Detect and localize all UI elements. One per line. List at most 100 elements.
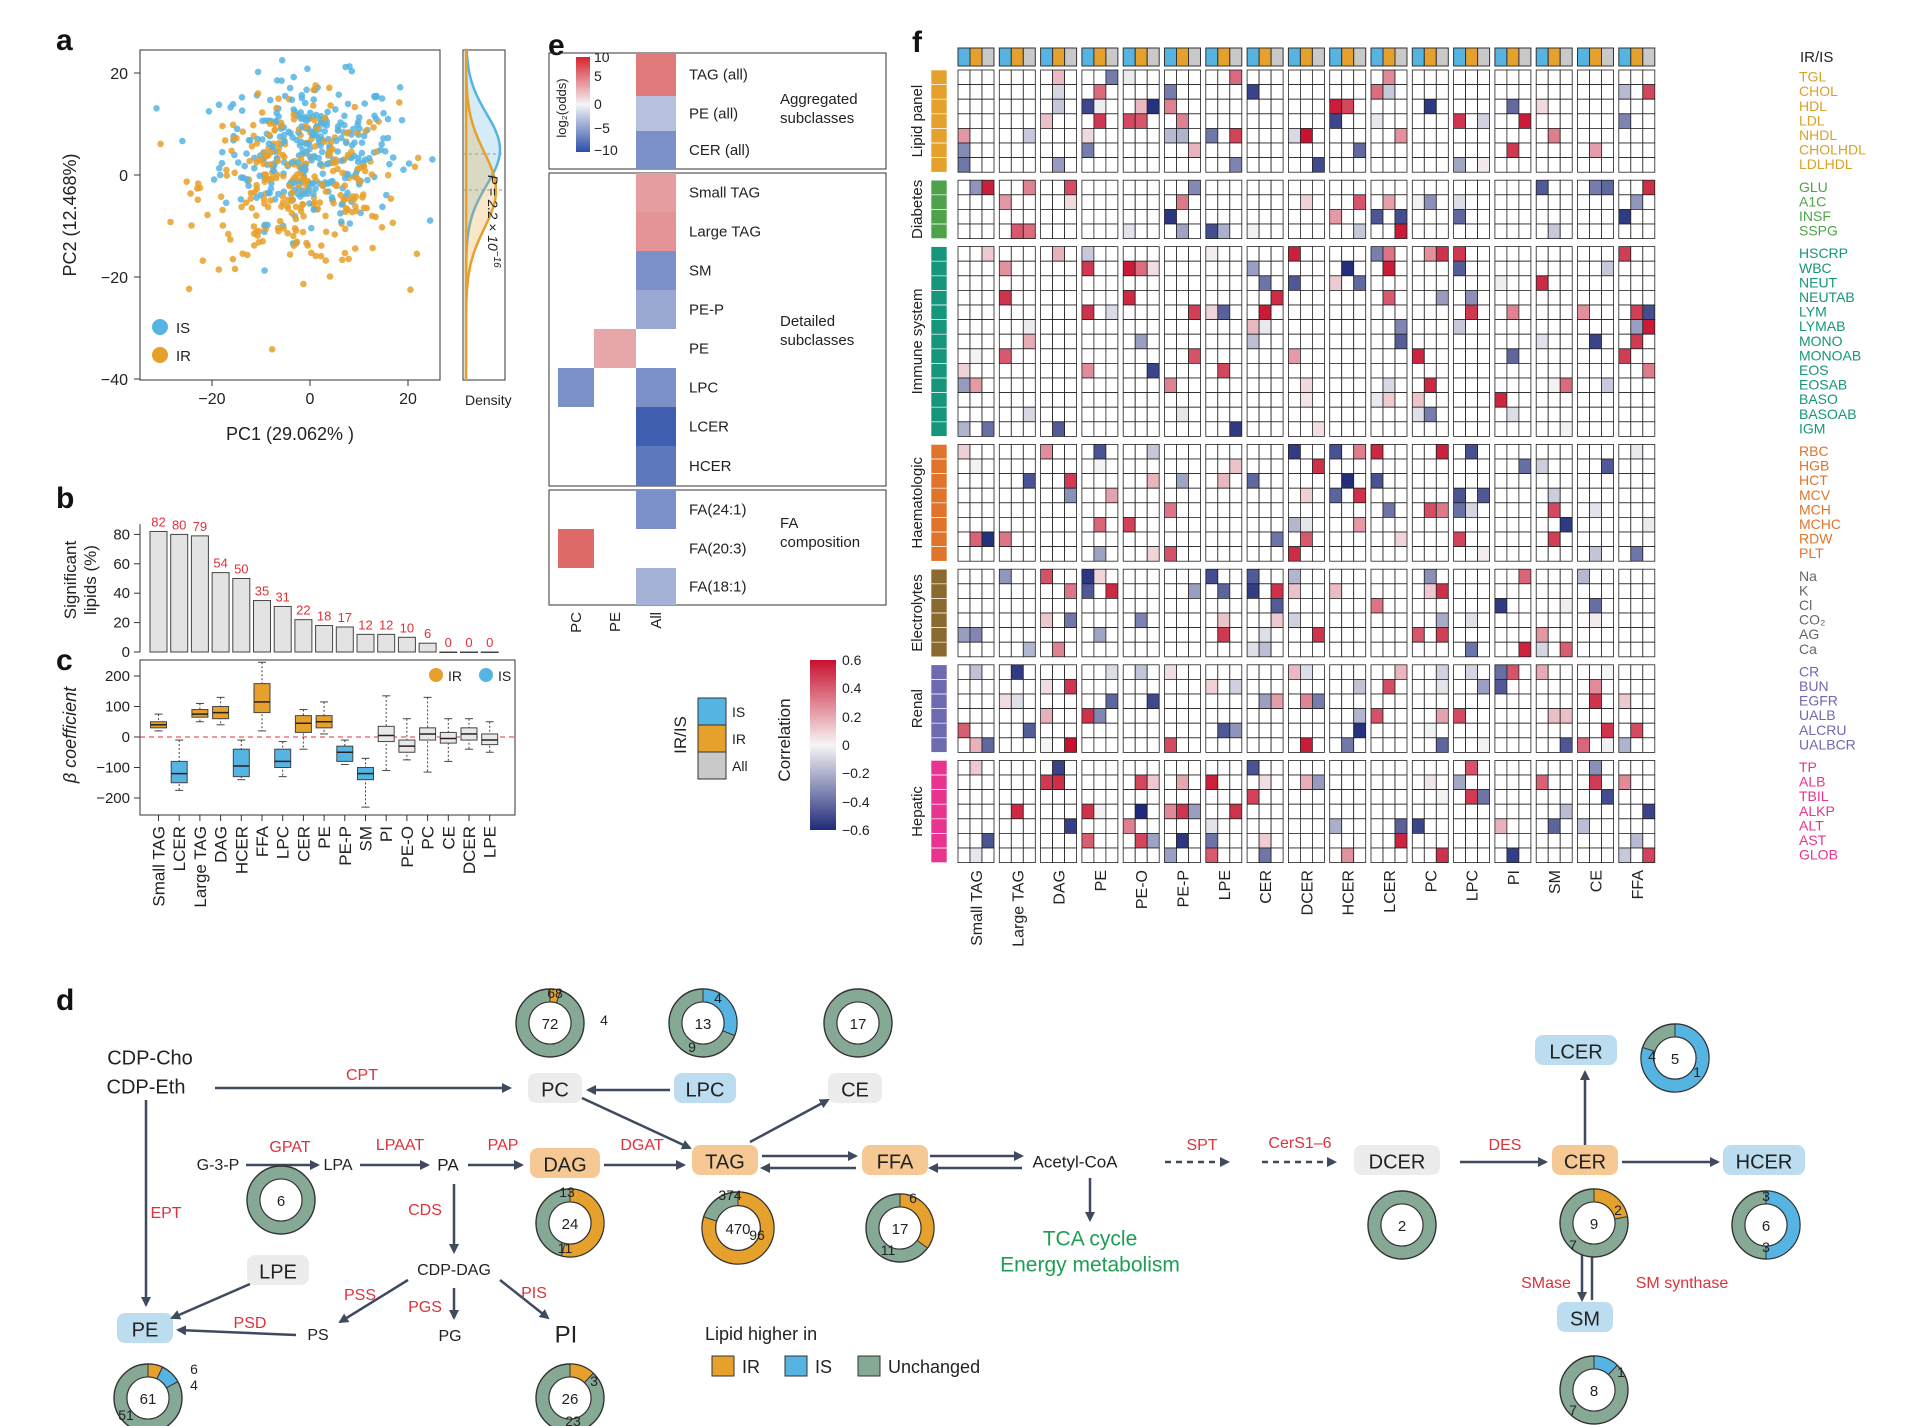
correlation-cell xyxy=(1229,289,1243,306)
correlation-cell xyxy=(1164,818,1177,834)
correlation-cell xyxy=(1535,348,1549,364)
correlation-cell xyxy=(969,194,983,210)
correlation-cell xyxy=(1630,473,1644,489)
correlation-cell xyxy=(1205,789,1219,805)
pca-point xyxy=(255,156,262,164)
clinical-variable-label: CHOL xyxy=(1799,83,1838,99)
correlation-cell xyxy=(1411,502,1425,518)
correlation-cell xyxy=(1176,774,1189,791)
correlation-cell xyxy=(998,421,1012,437)
correlation-cell xyxy=(1205,458,1219,475)
correlation-cell xyxy=(1270,693,1284,710)
correlation-cell xyxy=(1506,443,1520,460)
correlation-cell xyxy=(1188,319,1201,335)
correlation-cell xyxy=(1535,774,1549,791)
correlation-cell xyxy=(1547,275,1561,291)
correlation-cell xyxy=(1188,194,1201,210)
donut-ir-pi: 3 xyxy=(590,1373,598,1389)
panel-letter-d: d xyxy=(56,984,74,1017)
correlation-cell xyxy=(1465,333,1478,350)
correlation-cell xyxy=(1093,179,1107,196)
pca-point xyxy=(260,160,267,168)
correlation-cell xyxy=(1312,583,1325,599)
correlation-cell xyxy=(1122,113,1136,129)
correlation-cell xyxy=(1093,113,1107,129)
correlation-cell xyxy=(1052,803,1065,820)
correlation-cell xyxy=(1589,722,1602,739)
correlation-cell xyxy=(1188,722,1201,739)
correlation-cell xyxy=(1465,583,1478,599)
log-odds-tick: 5 xyxy=(594,68,602,84)
correlation-cell xyxy=(1188,789,1201,805)
correlation-cell xyxy=(1559,774,1573,791)
correlation-cell xyxy=(1370,348,1384,364)
pca-point xyxy=(261,178,269,185)
correlation-cell xyxy=(1411,69,1425,86)
correlation-cell xyxy=(1353,473,1367,489)
correlation-cell xyxy=(1494,113,1508,129)
irs-key-is xyxy=(697,697,727,726)
correlation-cell xyxy=(1465,803,1478,820)
correlation-cell xyxy=(1312,142,1325,159)
node-ce: CE xyxy=(841,1079,869,1101)
correlation-cell xyxy=(1618,289,1632,306)
correlation-cell xyxy=(1630,722,1644,739)
correlation-cell xyxy=(957,246,971,262)
correlation-cell xyxy=(1093,708,1107,724)
correlation-cell xyxy=(1494,392,1508,408)
correlation-cell xyxy=(1288,157,1301,173)
correlation-cell xyxy=(1040,517,1053,533)
pca-point xyxy=(288,197,295,205)
correlation-cell xyxy=(981,502,995,518)
pca-point xyxy=(273,109,280,117)
pca-point xyxy=(228,147,235,155)
correlation-cell xyxy=(1423,275,1437,291)
pca-point xyxy=(243,175,250,183)
correlation-cell xyxy=(1134,127,1148,144)
f-column-label: PE-P xyxy=(1176,870,1193,907)
pca-point xyxy=(288,209,296,217)
clinical-variable-label: Na xyxy=(1799,568,1817,584)
correlation-cell xyxy=(1618,774,1632,791)
legend-title: Lipid higher in xyxy=(705,1324,817,1344)
correlation-cell xyxy=(981,84,995,100)
pca-point xyxy=(274,157,282,165)
correlation-cell xyxy=(1341,392,1355,408)
correlation-cell xyxy=(1217,568,1231,585)
correlation-cell xyxy=(1205,362,1219,379)
correlation-cell xyxy=(1423,362,1437,379)
irs-header-cell xyxy=(1010,47,1024,67)
correlation-cell xyxy=(1064,818,1077,834)
correlation-cell xyxy=(1105,502,1119,518)
correlation-cell xyxy=(1341,641,1355,658)
correlation-cell xyxy=(1246,260,1260,277)
correlation-cell xyxy=(1040,737,1053,753)
pca-point xyxy=(364,176,371,184)
correlation-cell xyxy=(1423,517,1437,533)
correlation-cell xyxy=(1370,598,1384,614)
correlation-cell xyxy=(1577,304,1590,321)
category-label: CE xyxy=(439,826,458,850)
correlation-cell xyxy=(1010,664,1024,680)
correlation-cell xyxy=(1205,319,1219,335)
correlation-cell xyxy=(998,127,1012,144)
correlation-cell xyxy=(1010,641,1024,658)
correlation-cell xyxy=(1093,737,1107,753)
enzyme-dgat: DGAT xyxy=(620,1137,663,1154)
correlation-cell xyxy=(1258,458,1272,475)
correlation-cell xyxy=(1506,627,1520,643)
correlation-cell xyxy=(1288,833,1301,849)
correlation-cell xyxy=(969,406,983,423)
correlation-cell xyxy=(1270,612,1284,629)
correlation-cell xyxy=(1246,760,1260,776)
correlation-cell xyxy=(1411,113,1425,129)
correlation-cell xyxy=(1064,789,1077,805)
correlation-cell xyxy=(1477,583,1490,599)
correlation-cell xyxy=(1288,443,1301,460)
correlation-cell xyxy=(1618,179,1632,196)
correlation-cell xyxy=(1122,223,1136,240)
correlation-cell xyxy=(1229,789,1243,805)
pca-point xyxy=(221,137,229,144)
pca-point xyxy=(233,125,241,133)
correlation-cell xyxy=(1518,612,1532,629)
